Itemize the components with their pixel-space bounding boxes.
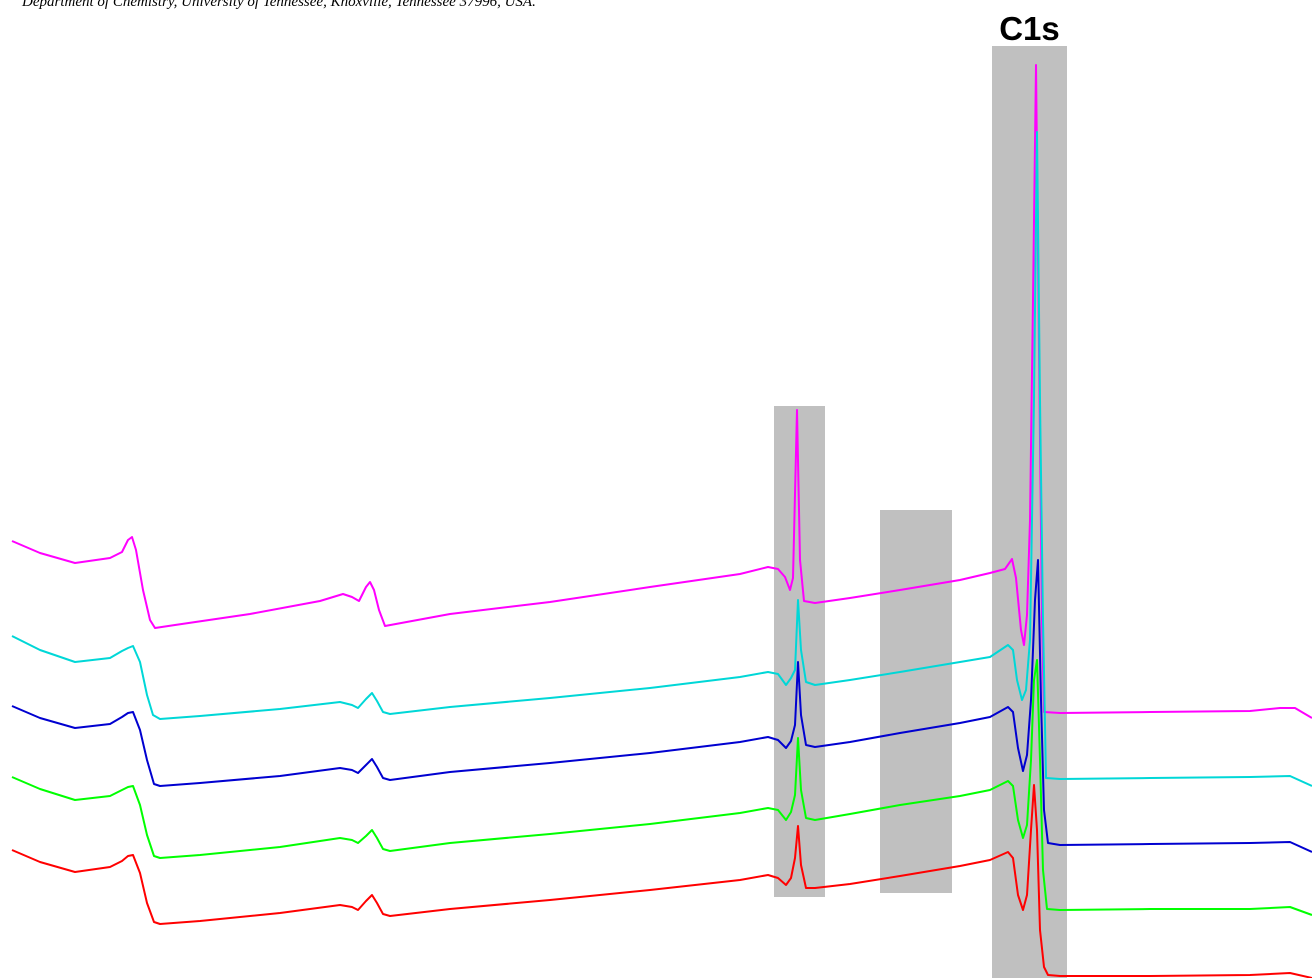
highlight-region-2 [880,510,952,893]
spectrum-line-3 [11,559,1312,853]
c1s-peak-label: C1s [999,10,1060,47]
spectrum-line-2 [11,131,1312,787]
highlight-region-1 [774,406,825,897]
spectrum-line-5 [11,784,1312,978]
affiliation-text: Department of Chemistry, University of T… [22,0,536,10]
spectrum-line-1 [11,64,1312,719]
spectrum-series-group [11,64,1312,978]
highlight-regions [774,46,1067,978]
spectrum-line-4 [11,659,1312,916]
